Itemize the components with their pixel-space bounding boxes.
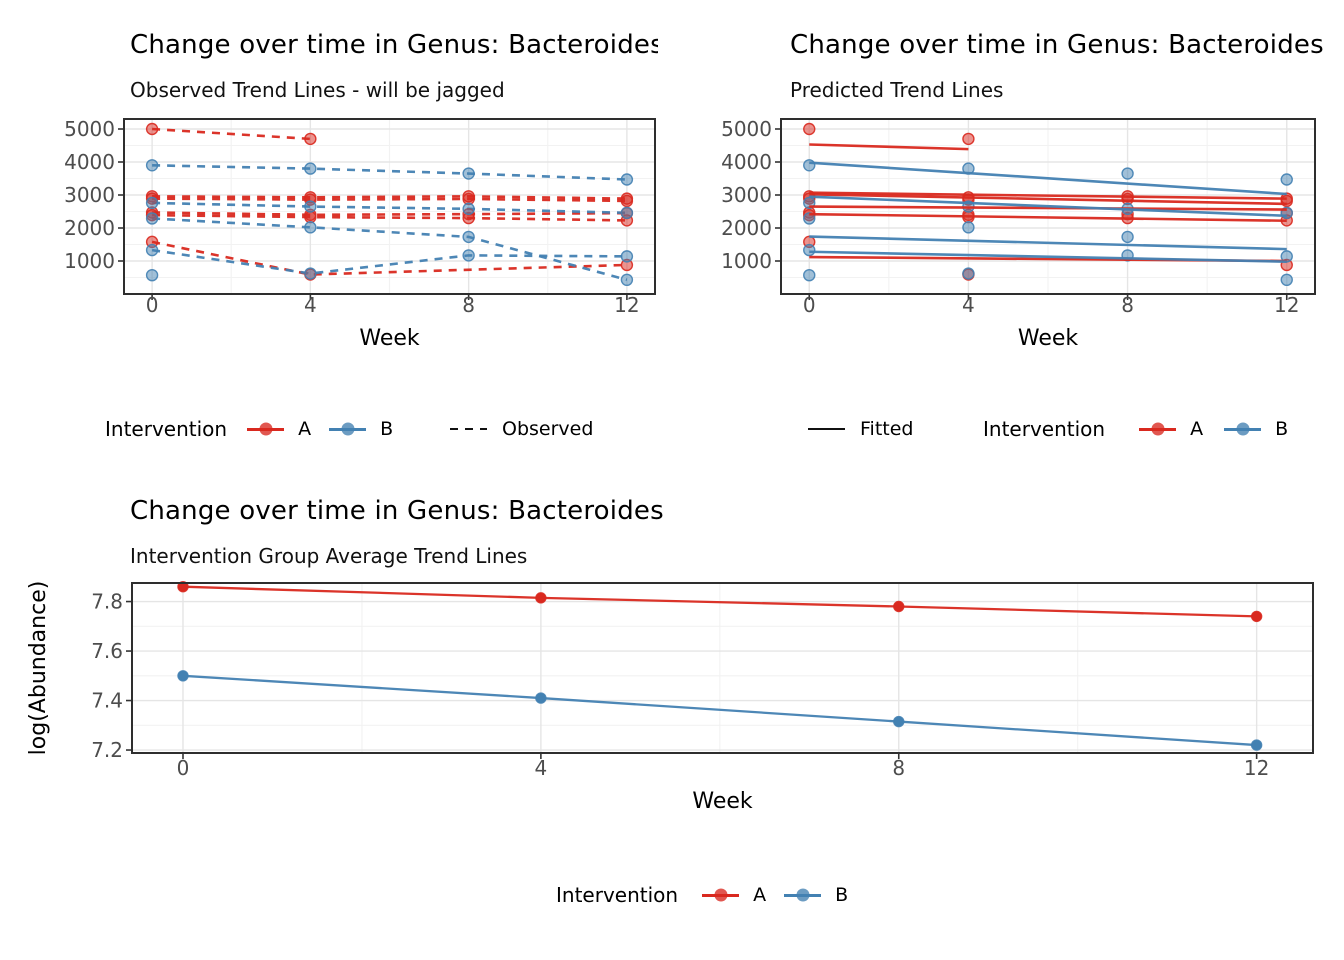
average-chart-title: Change over time in Genus: Bacteroides <box>130 496 664 526</box>
intervention-b-key-icon <box>329 419 367 439</box>
observed-chart-subtitle: Observed Trend Lines - will be jagged <box>130 78 505 102</box>
svg-text:12: 12 <box>614 293 639 317</box>
svg-text:7.6: 7.6 <box>91 639 123 663</box>
average-intervention-legend: Intervention A B <box>556 878 848 912</box>
legend-title: Intervention <box>556 883 679 907</box>
legend-item-a: A <box>247 418 311 440</box>
svg-text:3000: 3000 <box>721 183 772 207</box>
svg-text:Week: Week <box>359 326 420 351</box>
legend-item-a: A <box>702 884 766 906</box>
svg-text:log(Abundance): log(Abundance) <box>26 581 51 756</box>
svg-text:1000: 1000 <box>64 249 115 273</box>
svg-text:7.8: 7.8 <box>91 590 123 614</box>
svg-text:2000: 2000 <box>721 216 772 240</box>
svg-text:8: 8 <box>892 756 905 780</box>
svg-text:Week: Week <box>692 789 753 814</box>
observed-chart-title: Change over time in Genus: Bacteroides <box>130 30 658 60</box>
legend-item-label: B <box>1275 418 1289 440</box>
svg-text:5000: 5000 <box>64 117 115 141</box>
svg-text:4: 4 <box>962 293 975 317</box>
legend-item-b: B <box>1224 418 1288 440</box>
observed-intervention-legend: Intervention A B <box>105 412 393 446</box>
solid-line-key-icon <box>808 419 845 439</box>
svg-text:2000: 2000 <box>64 216 115 240</box>
svg-text:1000: 1000 <box>721 249 772 273</box>
svg-text:0: 0 <box>177 756 190 780</box>
legend-item-label: B <box>835 884 849 906</box>
intervention-b-key-icon <box>784 885 822 905</box>
svg-text:4000: 4000 <box>64 150 115 174</box>
observed-chart-canvas: 0 4 8 12 1000 2000 3000 4000 5000 Week <box>64 117 656 351</box>
svg-text:0: 0 <box>803 293 816 317</box>
intervention-a-key-icon <box>702 885 740 905</box>
predicted-chart-subtitle: Predicted Trend Lines <box>790 78 1004 102</box>
svg-text:4: 4 <box>535 756 548 780</box>
intervention-b-key-icon <box>1224 419 1262 439</box>
legend-item-label: A <box>1190 418 1204 440</box>
legend-item-label: A <box>298 418 312 440</box>
svg-text:3000: 3000 <box>64 183 115 207</box>
legend-item-a: A <box>1139 418 1203 440</box>
svg-text:12: 12 <box>1244 756 1269 780</box>
legend-item-b: B <box>784 884 848 906</box>
average-chart-canvas: 0 4 8 12 7.2 7.4 7.6 7.8 Week log(Abundance) <box>26 581 1314 814</box>
intervention-a-key-icon <box>1139 419 1177 439</box>
svg-text:12: 12 <box>1274 293 1299 317</box>
legend-title: Intervention <box>983 417 1106 441</box>
legend-item-b: B <box>329 418 393 440</box>
svg-text:0: 0 <box>146 293 159 317</box>
svg-text:Week: Week <box>1018 326 1079 351</box>
legend-item-label: A <box>753 884 767 906</box>
predicted-chart-title: Change over time in Genus: Bacteroides <box>790 30 1324 60</box>
svg-text:4: 4 <box>304 293 317 317</box>
observed-linetype-legend: Observed <box>450 412 674 446</box>
fitted-linetype-legend: Fitted <box>808 412 913 446</box>
predicted-chart-canvas: 0 4 8 12 1000 2000 3000 4000 5000 Week <box>721 117 1316 351</box>
legend-title: Intervention <box>105 417 228 441</box>
svg-text:7.4: 7.4 <box>91 689 123 713</box>
predicted-intervention-legend: Intervention A B <box>983 412 1288 446</box>
legend-item-label: Observed <box>502 418 594 440</box>
svg-text:4000: 4000 <box>721 150 772 174</box>
legend-item-label: Fitted <box>860 418 914 440</box>
svg-text:8: 8 <box>1121 293 1134 317</box>
dashed-line-key-icon <box>450 419 487 439</box>
average-chart-subtitle: Intervention Group Average Trend Lines <box>130 544 528 568</box>
svg-text:5000: 5000 <box>721 117 772 141</box>
intervention-a-key-icon <box>247 419 285 439</box>
svg-text:7.2: 7.2 <box>91 738 123 762</box>
legend-item-label: B <box>380 418 394 440</box>
svg-text:8: 8 <box>462 293 475 317</box>
